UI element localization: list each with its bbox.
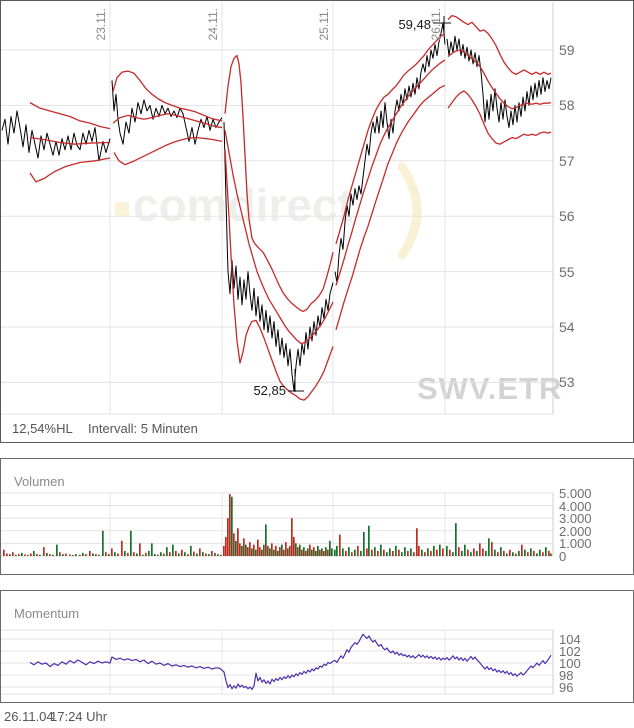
comdirect-logo-dot-icon bbox=[115, 202, 129, 216]
momentum-chart-title: Momentum bbox=[14, 606, 80, 621]
footer-time: 17:24 Uhr bbox=[50, 709, 108, 724]
momentum-chart-panel: Momentum bbox=[0, 590, 634, 703]
comdirect-logo-paren-icon bbox=[397, 162, 422, 260]
price-chart-panel: comdirect SWV.ETR bbox=[0, 0, 634, 443]
comdirect-watermark: comdirect bbox=[111, 156, 441, 266]
volume-chart-panel: Volumen bbox=[0, 458, 634, 575]
symbol-watermark: SWV.ETR bbox=[417, 371, 563, 406]
volume-chart-title: Volumen bbox=[14, 474, 65, 489]
comdirect-watermark-text: comdirect bbox=[133, 179, 353, 231]
footer-date: 26.11.04 bbox=[4, 709, 54, 724]
